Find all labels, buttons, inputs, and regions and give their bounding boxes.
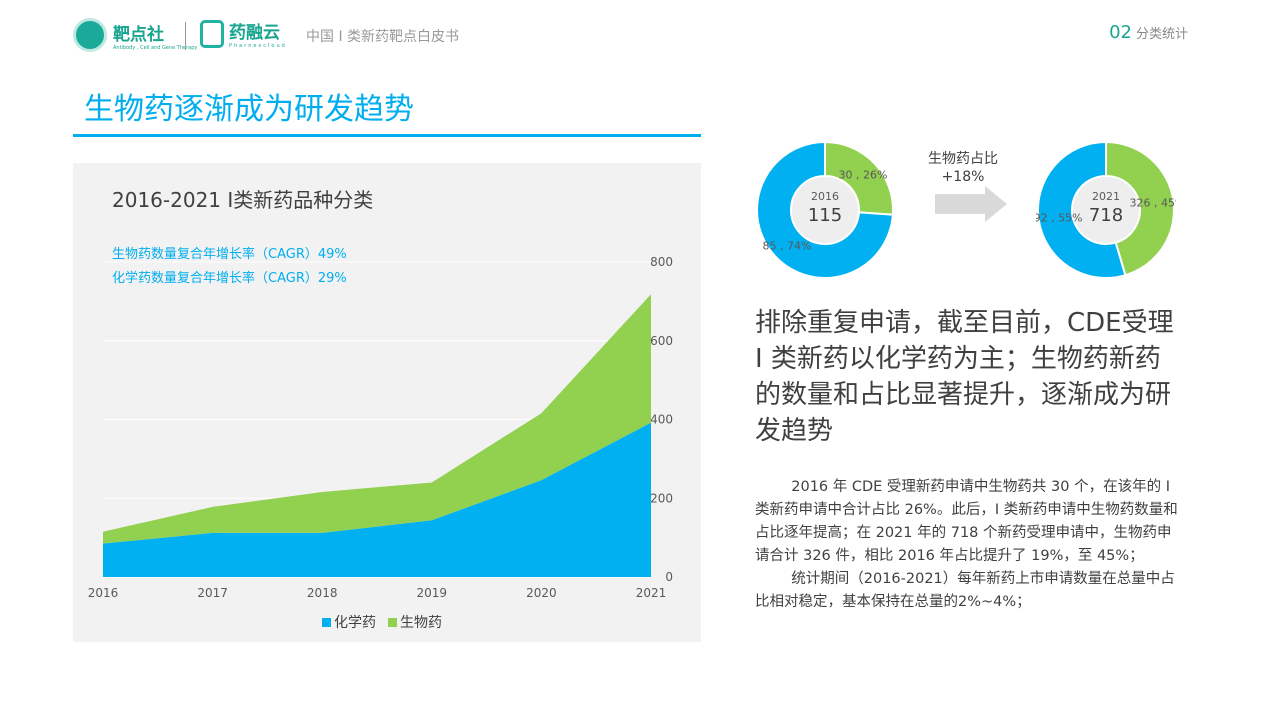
y-tick-label: 600 <box>650 334 673 348</box>
x-tick-label: 2020 <box>526 586 557 600</box>
slice-label: 392 , 55% <box>1036 211 1083 224</box>
logo-divider <box>185 22 186 50</box>
legend-swatch <box>388 618 397 627</box>
logo-badianshe: 靶点社 Antibody , Cell and Gene Therapy <box>73 18 197 52</box>
right-arrow-icon <box>935 186 1007 222</box>
donut-slice <box>1037 140 1127 279</box>
hexagon-logo-icon <box>200 19 224 48</box>
area-series-chem <box>103 422 651 577</box>
x-tick-label: 2016 <box>88 586 119 600</box>
section-indicator: 02 分类统计 <box>1109 22 1188 43</box>
page-title: 生物药逐渐成为研发趋势 <box>84 92 414 127</box>
dna-logo-icon <box>73 18 107 52</box>
x-tick-label: 2018 <box>307 586 338 600</box>
donut-slice <box>824 140 894 216</box>
legend-chem: 化学药 <box>322 612 376 632</box>
arrow-caption-line1: 生物药占比 <box>928 151 998 167</box>
document-title: 中国 I 类新药靶点白皮书 <box>306 29 460 45</box>
arrow-caption-line2: +18% <box>941 169 985 185</box>
cagr-bio: 生物药数量复合年增长率（CAGR）49% <box>112 247 347 262</box>
donut-2016: 30 , 26% 85 , 74% 2016 115 <box>756 140 894 279</box>
x-tick-label: 2021 <box>636 586 667 600</box>
y-tick-label: 200 <box>650 491 673 505</box>
legend-swatch <box>322 618 331 627</box>
logo1-name: 靶点社 <box>113 24 164 45</box>
paragraph: 2016 年 CDE 受理新药申请中生物药共 30 个，在该年的 I 类新药申请… <box>755 479 1178 564</box>
section-name: 分类统计 <box>1135 27 1188 42</box>
legend-label: 化学药 <box>334 615 376 631</box>
center-total: 718 <box>1089 205 1123 226</box>
x-tick-label: 2017 <box>197 586 228 600</box>
donut-slice <box>756 140 894 279</box>
chart-title: 2016-2021 Ⅰ类新药品种分类 <box>112 188 374 212</box>
donut-slice <box>1105 140 1175 277</box>
slice-label: 85 , 74% <box>763 239 812 252</box>
logo2-sub: Pharnexcloud <box>229 43 287 49</box>
logo-pharnexcloud: 药融云 Pharnexcloud <box>200 18 287 49</box>
area-chart: 0 200 400 600 800 2016 2017 2018 2019 2020 2021 <box>88 255 673 600</box>
body-text: 2016 年 CDE 受理新药申请中生物药共 30 个，在该年的 I 类新药申请… <box>755 476 1185 614</box>
legend-bio: 生物药 <box>388 612 442 632</box>
center-year: 2021 <box>1092 190 1120 203</box>
center-year: 2016 <box>811 190 839 203</box>
logo1-sub: Antibody , Cell and Gene Therapy <box>113 44 198 51</box>
paragraph: 统计期间（2016-2021）每年新药上市申请数量在总量中占比相对稳定，基本保持… <box>755 571 1175 610</box>
cagr-chem: 化学药数量复合年增长率（CAGR）29% <box>112 271 347 286</box>
summary-heading: 排除重复申请，截至目前，CDE受理 I 类新药以化学药为主；生物药新药的数量和占… <box>755 308 1174 446</box>
y-tick-label: 0 <box>665 570 673 584</box>
slice-label: 30 , 26% <box>839 169 888 182</box>
slice-label: 326 , 45% <box>1129 197 1176 210</box>
arrow-caption: 生物药占比 +18% <box>918 150 1008 186</box>
logo2-name: 药融云 <box>229 23 280 43</box>
chart-legend: 化学药 生物药 <box>322 612 442 632</box>
title-underline <box>73 134 701 137</box>
area-series-bio <box>103 294 651 544</box>
section-number: 02 <box>1109 22 1132 43</box>
center-total: 115 <box>808 205 842 226</box>
y-tick-label: 400 <box>650 413 673 427</box>
y-tick-label: 800 <box>650 255 673 269</box>
donut-2021: 326 , 45% 392 , 55% 2021 718 <box>1036 140 1176 279</box>
x-tick-label: 2019 <box>417 586 448 600</box>
legend-label: 生物药 <box>400 615 442 631</box>
